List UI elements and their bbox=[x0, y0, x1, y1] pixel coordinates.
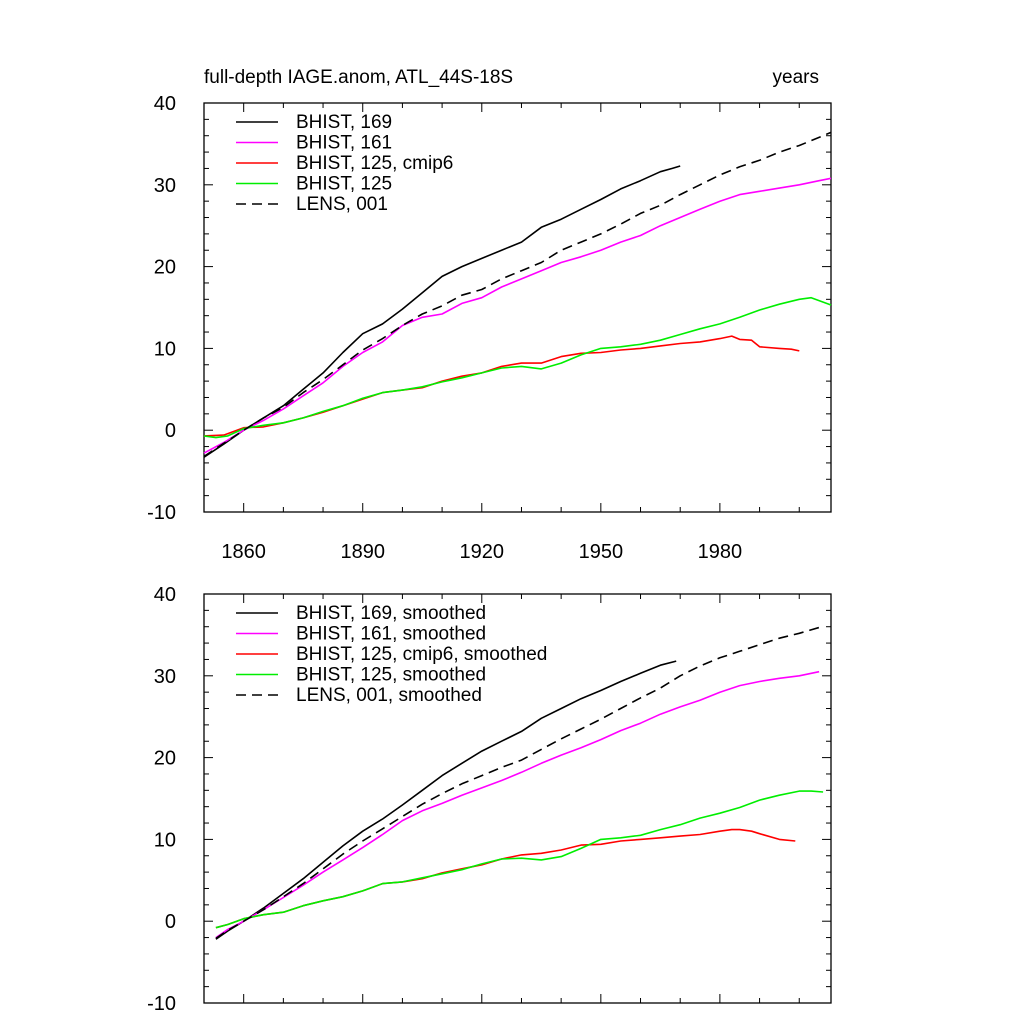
series-line bbox=[215, 626, 820, 940]
x-tick-label: 1920 bbox=[460, 541, 505, 563]
series-line bbox=[203, 165, 681, 458]
legend-label: BHIST, 125, cmip6 bbox=[296, 153, 453, 174]
y-tick-label: 30 bbox=[154, 175, 176, 197]
plot-frame bbox=[203, 102, 832, 513]
y-tick-label: 20 bbox=[154, 748, 176, 770]
top-panel: -10 0 10 20 30 40 1860 1890 1920 1950 1980 full-dep… bbox=[147, 67, 832, 563]
legend-label: BHIST, 161, smoothed bbox=[296, 624, 486, 645]
legend-label: BHIST, 169, smoothed bbox=[296, 603, 486, 624]
y-tick-label: 10 bbox=[154, 829, 176, 851]
y-tick-label: 0 bbox=[165, 911, 176, 933]
x-tick-label: 1950 bbox=[579, 541, 624, 563]
units-label: years bbox=[773, 67, 819, 88]
legend-label: BHIST, 169 bbox=[296, 112, 392, 133]
chart-title: full-depth IAGE.anom, ATL_44S-18S bbox=[204, 67, 513, 88]
series-line bbox=[203, 296, 832, 439]
plot-frame bbox=[203, 593, 832, 1004]
y-tick-label: -10 bbox=[147, 502, 176, 524]
legend-label: LENS, 001, smoothed bbox=[296, 685, 482, 706]
series-line bbox=[215, 660, 677, 940]
y-tick-label: 30 bbox=[154, 666, 176, 688]
legend-label: BHIST, 125, smoothed bbox=[296, 665, 486, 686]
y-tick-label: -10 bbox=[147, 993, 176, 1015]
series-line bbox=[215, 790, 824, 929]
y-tick-label: 20 bbox=[154, 257, 176, 279]
series-line bbox=[203, 131, 832, 458]
x-tick-label: 1980 bbox=[698, 541, 743, 563]
x-tick-label: 1860 bbox=[221, 541, 266, 563]
legend-label: BHIST, 125 bbox=[296, 174, 392, 195]
x-tick-label: 1890 bbox=[340, 541, 385, 563]
legend-label: BHIST, 161 bbox=[296, 133, 392, 154]
y-tick-label: 10 bbox=[154, 338, 176, 360]
series-line bbox=[203, 177, 832, 454]
y-tick-label: 40 bbox=[154, 584, 176, 606]
series-line bbox=[215, 670, 820, 939]
legend-label: BHIST, 125, cmip6, smoothed bbox=[296, 644, 547, 665]
y-tick-label: 0 bbox=[165, 420, 176, 442]
y-tick-label: 40 bbox=[154, 93, 176, 115]
legend-label: LENS, 001 bbox=[296, 194, 388, 215]
